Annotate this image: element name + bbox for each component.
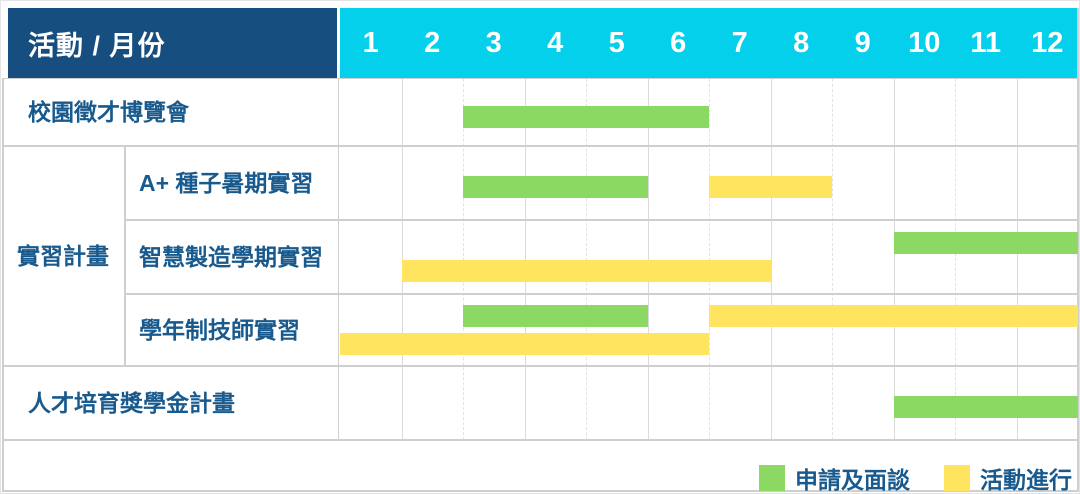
gridline <box>1016 79 1018 440</box>
row-border <box>124 219 1078 221</box>
bar-activity-ongoing <box>401 260 771 282</box>
legend-item-apply-interview: 申請及面談 <box>759 461 910 494</box>
bar-apply-interview <box>893 232 1078 254</box>
row-label: A+ 種子暑期實習 <box>139 169 314 196</box>
month-header-cell: 9 <box>854 27 871 59</box>
month-header-cell: 6 <box>670 27 687 59</box>
bar-activity-ongoing <box>340 333 709 355</box>
legend: 申請及面談 活動進行 <box>2 441 1078 494</box>
row-border <box>2 439 1078 441</box>
row-border <box>2 490 1078 492</box>
gridline <box>586 79 587 440</box>
month-header-cell: 7 <box>731 27 748 59</box>
row-label: 校園徵才博覽會 <box>28 99 189 126</box>
legend-label: 活動進行 <box>980 467 1072 493</box>
gridline <box>770 79 772 440</box>
legend-swatch-yellow <box>944 465 970 491</box>
group-label-internship: 實習計畫 <box>17 242 109 269</box>
row-border <box>2 78 1078 79</box>
month-header-cell: 12 <box>1031 27 1064 59</box>
row-border <box>2 365 1078 367</box>
bar-apply-interview <box>463 105 709 128</box>
gridline <box>524 79 526 440</box>
gridline <box>832 79 833 440</box>
month-header-cell: 3 <box>485 27 502 59</box>
row-label: 學年制技師實習 <box>139 316 300 343</box>
header-title: 活動 / 月份 <box>28 31 166 61</box>
month-header-cell: 8 <box>793 27 810 59</box>
column-border <box>338 79 339 441</box>
legend-swatch-green <box>759 465 785 491</box>
gridline <box>893 79 895 440</box>
column-border <box>2 78 4 492</box>
month-header-cell: 11 <box>970 27 1002 59</box>
month-header-row: 1 2 3 4 5 6 7 8 9 10 11 12 <box>340 8 1078 79</box>
gridline <box>401 79 403 440</box>
month-header-cell: 1 <box>362 27 379 59</box>
gridline <box>647 79 649 440</box>
gridline <box>955 79 956 440</box>
legend-label: 申請及面談 <box>795 467 910 493</box>
column-border <box>124 145 126 367</box>
month-header-cell: 5 <box>608 27 625 59</box>
bar-apply-interview <box>463 305 648 327</box>
row-border <box>124 293 1078 295</box>
legend-item-activity-ongoing: 活動進行 <box>944 461 1072 494</box>
bar-activity-ongoing <box>709 305 1078 327</box>
month-header-cell: 2 <box>424 27 441 59</box>
bar-apply-interview <box>893 396 1078 418</box>
bar-activity-ongoing <box>709 176 832 198</box>
header-activity-month-cell: 活動 / 月份 <box>8 8 337 79</box>
bar-apply-interview <box>463 176 648 198</box>
row-label: 人才培育獎學金計畫 <box>28 389 235 416</box>
column-border <box>1077 8 1079 492</box>
row-label: 智慧製造學期實習 <box>139 243 323 270</box>
gridline <box>709 79 710 440</box>
row-border <box>2 145 1078 147</box>
gridline <box>463 79 464 440</box>
month-header-cell: 10 <box>908 27 941 59</box>
month-header-cell: 4 <box>547 27 564 59</box>
